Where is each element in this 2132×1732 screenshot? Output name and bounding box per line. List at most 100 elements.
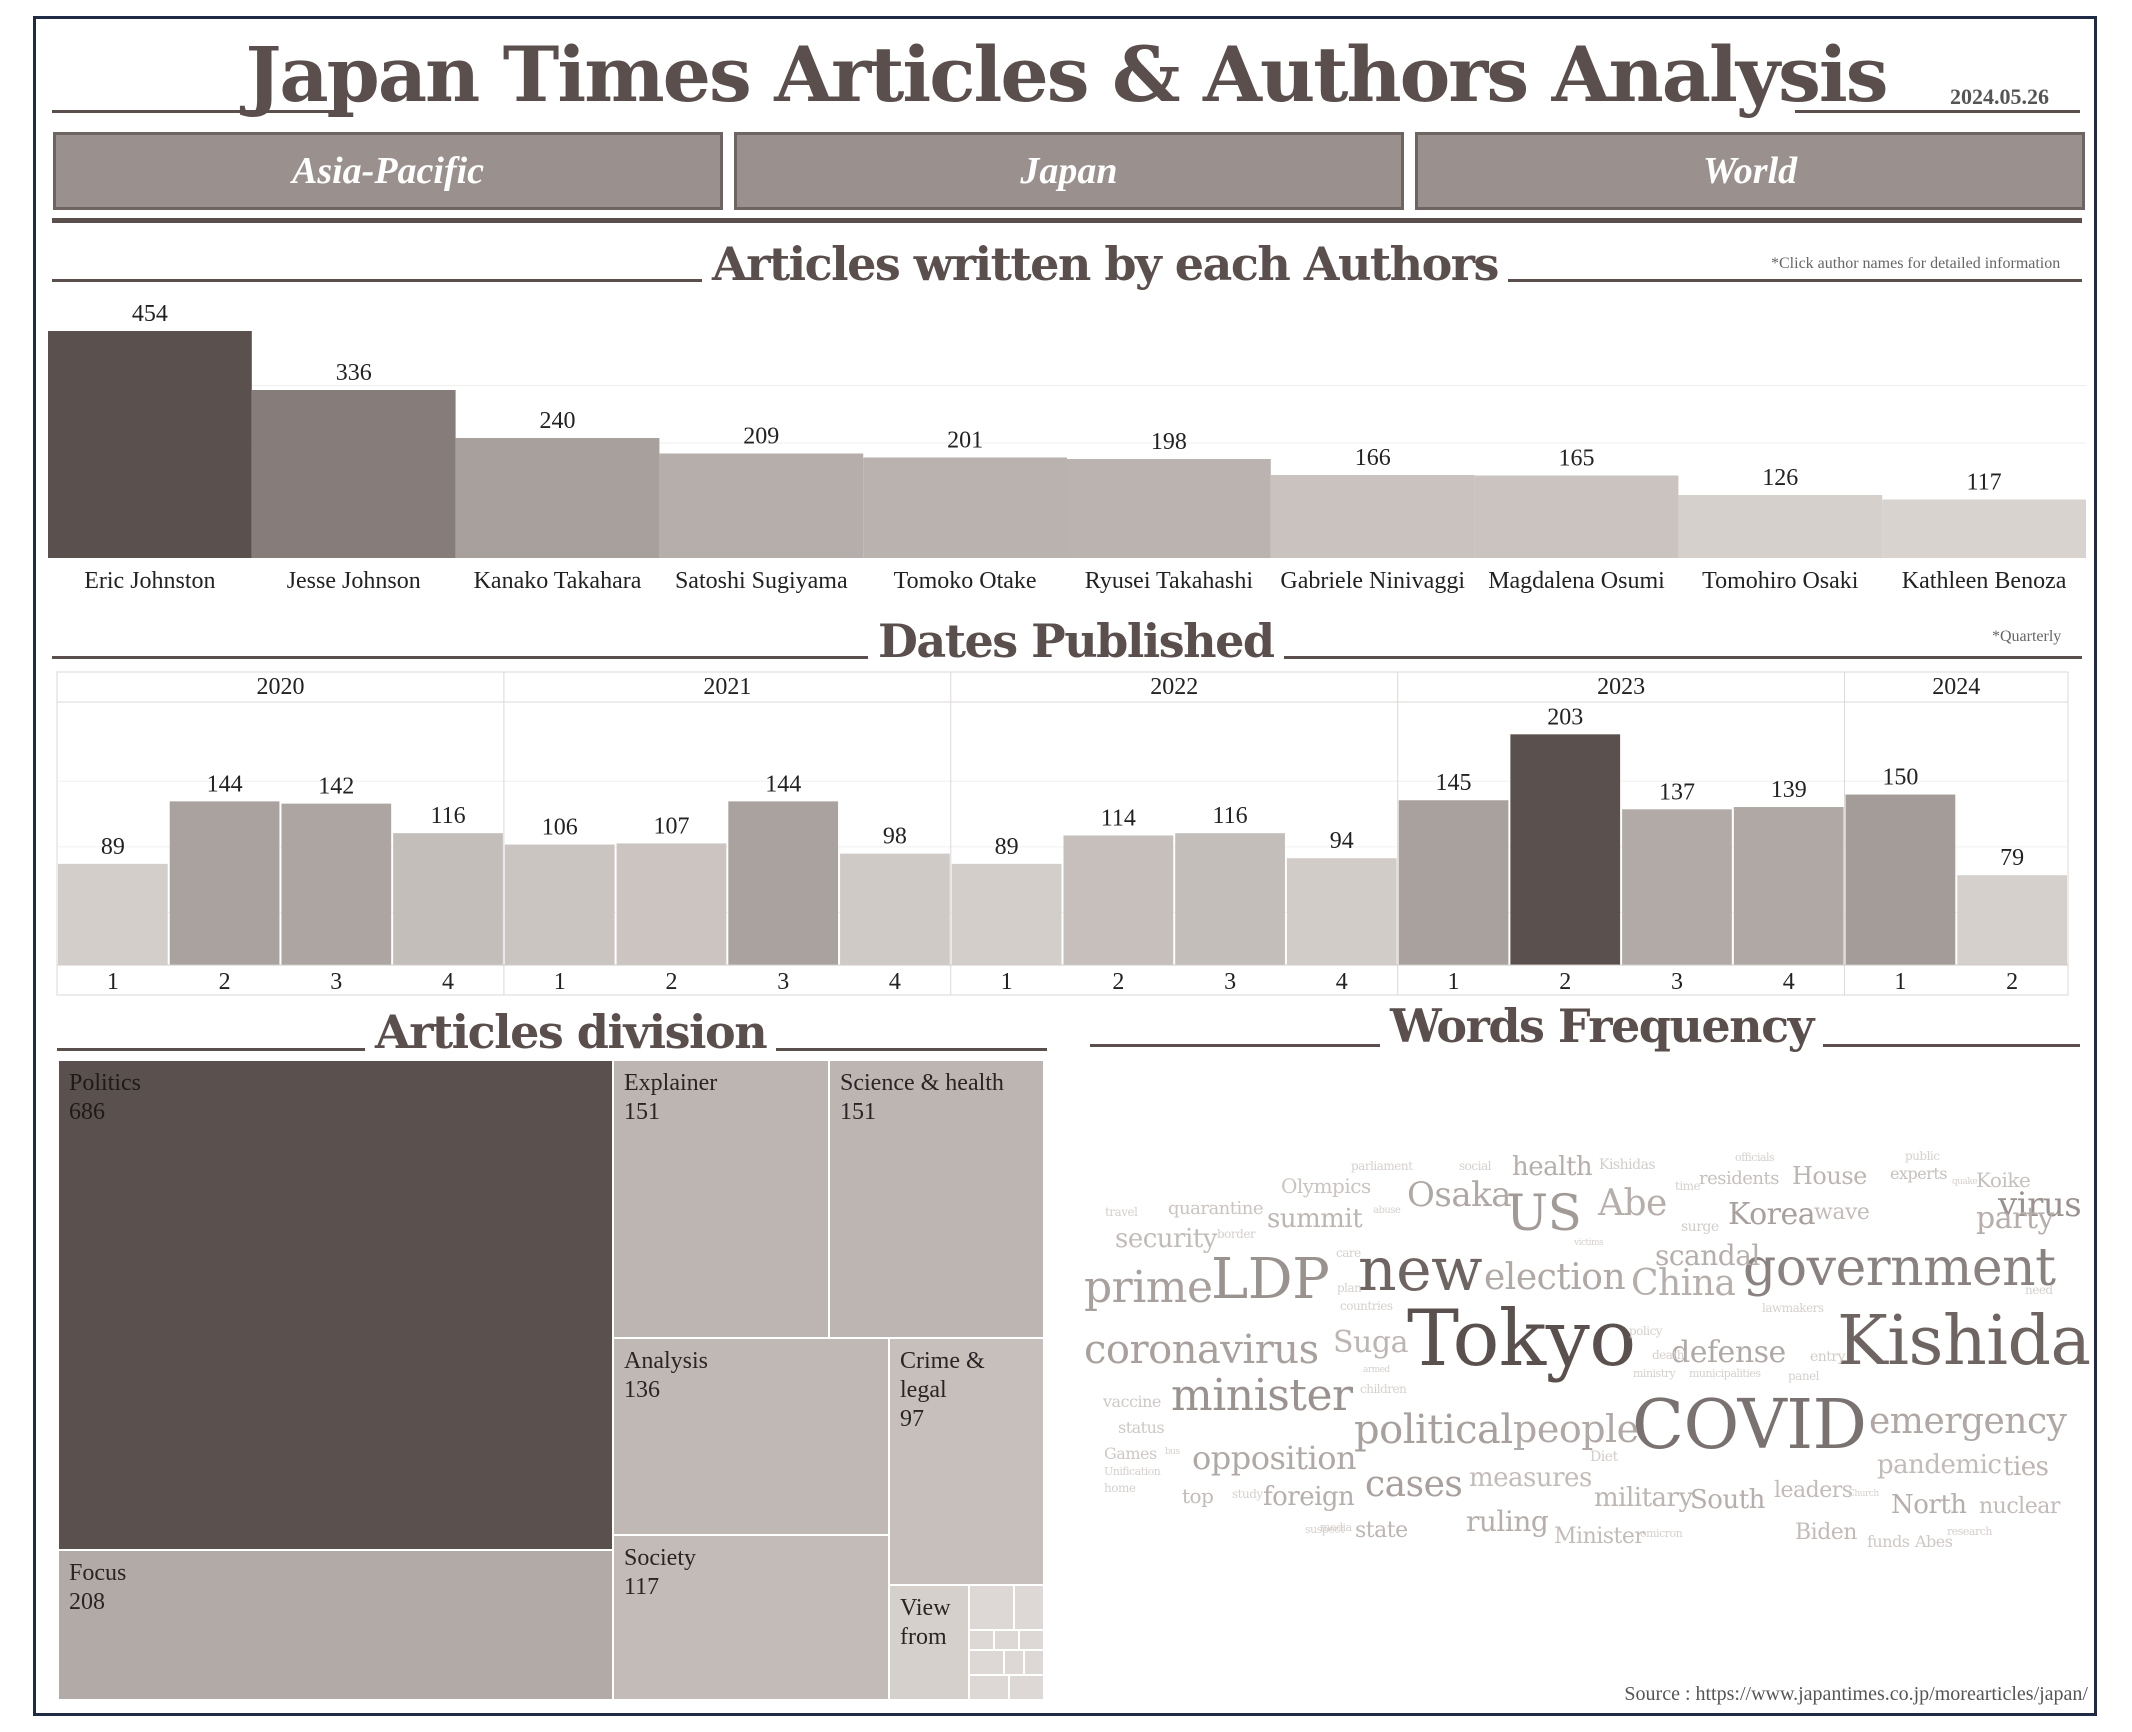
word-cloud-term: scandal <box>1655 1239 1760 1272</box>
treemap-cell[interactable]: Crime & legal 97 <box>889 1338 1044 1585</box>
year-label: 2020 <box>256 674 304 700</box>
word-cloud-term: health <box>1512 1152 1593 1182</box>
author-name-label[interactable]: Kathleen Benoza <box>1902 568 2067 594</box>
author-name-label[interactable]: Eric Johnston <box>84 568 215 594</box>
treemap-cell[interactable]: Science & health 151 <box>829 1060 1044 1338</box>
quarter-bar[interactable] <box>1845 794 1956 965</box>
author-value-label: 117 <box>1967 470 2002 496</box>
word-cloud-term: quake <box>1952 1177 1978 1187</box>
author-name-label[interactable]: Jesse Johnson <box>287 568 421 594</box>
quarter-bar[interactable] <box>728 801 839 965</box>
quarter-tick-label: 1 <box>1448 969 1460 995</box>
author-bar[interactable] <box>1270 475 1475 558</box>
word-cloud-term: wave <box>1814 1200 1870 1225</box>
treemap-minor-cell[interactable] <box>1014 1585 1044 1630</box>
author-bar[interactable] <box>1067 459 1271 558</box>
author-value-label: 336 <box>336 360 372 386</box>
quarter-value-label: 114 <box>1101 805 1136 831</box>
word-cloud-term: political <box>1354 1407 1513 1453</box>
treemap-cell[interactable]: Focus 208 <box>58 1550 613 1700</box>
quarter-bar[interactable] <box>1957 875 2067 965</box>
treemap-cell[interactable]: Society 117 <box>613 1535 889 1700</box>
quarter-bar[interactable] <box>616 843 727 965</box>
word-cloud-term: vaccine <box>1103 1392 1161 1411</box>
author-name-label[interactable]: Kanako Takahara <box>474 568 642 594</box>
author-name-label[interactable]: Satoshi Sugiyama <box>675 568 848 594</box>
word-cloud-term: new <box>1358 1235 1483 1305</box>
word-cloud-term: funds <box>1867 1532 1910 1551</box>
treemap-minor-cell[interactable] <box>969 1630 994 1650</box>
word-cloud-term: omicron <box>1640 1527 1683 1540</box>
dates-section-title: Dates Published <box>868 613 1284 669</box>
word-cloud-term: home <box>1104 1481 1136 1495</box>
quarter-bar[interactable] <box>1398 800 1509 965</box>
treemap-cell[interactable]: Explainer 151 <box>613 1060 829 1338</box>
author-value-label: 240 <box>540 408 576 434</box>
treemap-minor-cell[interactable] <box>969 1650 1004 1675</box>
quarter-value-label: 98 <box>883 824 907 850</box>
author-bar[interactable] <box>455 438 660 558</box>
treemap-minor-cell[interactable] <box>994 1630 1019 1650</box>
word-cloud-term: suspect <box>1305 1523 1345 1536</box>
treemap-cell[interactable]: Analysis 136 <box>613 1338 889 1535</box>
word-cloud-term: Abes <box>1915 1532 1953 1551</box>
quarter-tick-label: 1 <box>1001 969 1013 995</box>
quarter-bar[interactable] <box>1286 858 1397 965</box>
treemap-minor-cell[interactable] <box>1004 1650 1024 1675</box>
author-bar[interactable] <box>251 390 456 558</box>
quarter-bar[interactable] <box>1510 734 1621 965</box>
tab-japan[interactable]: Japan <box>734 132 1404 210</box>
author-bar[interactable] <box>1678 495 1883 558</box>
author-bar[interactable] <box>1474 475 1679 559</box>
word-cloud-term: armed <box>1363 1365 1390 1375</box>
author-bar[interactable] <box>659 453 864 559</box>
treemap-minor-cell[interactable] <box>1009 1675 1044 1700</box>
quarter-bar[interactable] <box>1733 807 1844 965</box>
quarter-bar[interactable] <box>169 801 280 965</box>
author-bar[interactable] <box>48 331 252 558</box>
quarter-bar[interactable] <box>1063 835 1174 965</box>
quarter-bar[interactable] <box>393 833 503 965</box>
word-cloud-term: Unification <box>1104 1465 1161 1478</box>
quarter-bar[interactable] <box>281 803 392 965</box>
word-cloud-term: LDP <box>1211 1247 1330 1312</box>
treemap-minor-cell[interactable] <box>1019 1630 1044 1650</box>
quarter-bar[interactable] <box>58 863 168 965</box>
treemap-minor-cell[interactable] <box>1024 1650 1044 1675</box>
quarter-value-label: 107 <box>653 813 689 839</box>
word-cloud-term: public <box>1905 1149 1940 1163</box>
word-cloud-term: experts <box>1890 1164 1948 1183</box>
author-name-label[interactable]: Gabriele Ninivaggi <box>1280 568 1465 594</box>
source-citation[interactable]: Source : https://www.japantimes.co.jp/mo… <box>1624 1683 2088 1705</box>
author-name-label[interactable]: Magdalena Osumi <box>1488 568 1665 594</box>
treemap-minor-cell[interactable] <box>969 1675 1009 1700</box>
quarter-tick-label: 4 <box>1336 969 1348 995</box>
author-name-label[interactable]: Tomohiro Osaki <box>1702 568 1859 594</box>
treemap-minor-cell[interactable] <box>969 1585 1014 1630</box>
quarter-bar[interactable] <box>504 844 615 965</box>
treemap-cell[interactable]: View from <box>889 1585 969 1700</box>
author-bar[interactable] <box>1882 499 2086 559</box>
quarter-bar[interactable] <box>951 863 1062 965</box>
quarter-tick-label: 2 <box>1559 969 1571 995</box>
quarter-tick-label: 3 <box>330 969 342 995</box>
authors-note: *Click author names for detailed informa… <box>1763 255 2061 273</box>
treemap-cell-label: Focus 208 <box>69 1560 127 1615</box>
author-name-label[interactable]: Ryusei Takahashi <box>1085 568 1254 594</box>
quarter-bar[interactable] <box>1622 809 1732 965</box>
word-cloud-term: election <box>1484 1257 1626 1298</box>
author-value-label: 165 <box>1559 446 1595 472</box>
word-cloud-term: research <box>1947 1525 1992 1538</box>
quarter-bar[interactable] <box>1175 833 1285 965</box>
quarter-tick-label: 2 <box>2006 969 2018 995</box>
tab-asia-pacific[interactable]: Asia-Pacific <box>53 132 723 210</box>
author-name-label[interactable]: Tomoko Otake <box>894 568 1037 594</box>
treemap-cell-label: Society 117 <box>624 1545 696 1600</box>
word-cloud-term: South <box>1690 1485 1765 1515</box>
treemap-cell[interactable]: Politics 686 <box>58 1060 613 1550</box>
tab-world[interactable]: World <box>1415 132 2085 210</box>
quarter-bar[interactable] <box>840 853 950 965</box>
quarter-tick-label: 3 <box>1671 969 1683 995</box>
author-bar[interactable] <box>863 457 1067 559</box>
word-cloud-term: measures <box>1469 1463 1592 1493</box>
